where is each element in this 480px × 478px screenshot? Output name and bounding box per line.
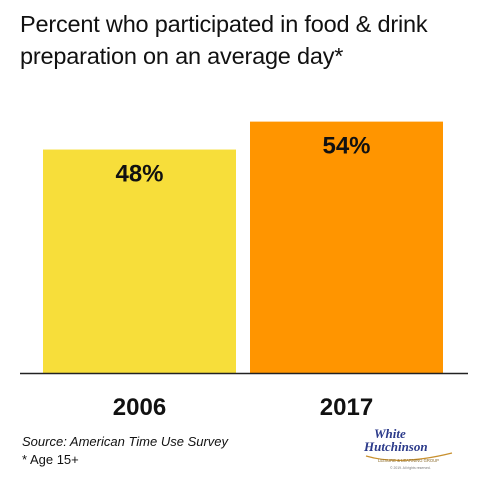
age-note: * Age 15+ — [22, 452, 79, 467]
bar-2006 — [43, 149, 236, 373]
logo-copyright: © 2019. All rights reserved. — [390, 466, 431, 470]
logo-line2: Hutchinson — [363, 439, 428, 454]
value-label-2017: 54% — [322, 133, 370, 160]
logo-swoosh — [365, 452, 453, 461]
logo-tagline: LEISURE & LEARNING GROUP — [378, 458, 439, 463]
category-label-2017: 2017 — [320, 394, 373, 421]
bar-2017 — [250, 121, 443, 373]
logo-line1: White — [374, 426, 406, 441]
source-note: Source: American Time Use Survey — [22, 434, 229, 449]
chart-title: Percent who participated in food & drink… — [20, 11, 428, 69]
category-label-2006: 2006 — [113, 394, 166, 421]
white-hutchinson-logo: White Hutchinson LEISURE & LEARNING GROU… — [363, 426, 453, 470]
value-label-2006: 48% — [115, 161, 163, 188]
